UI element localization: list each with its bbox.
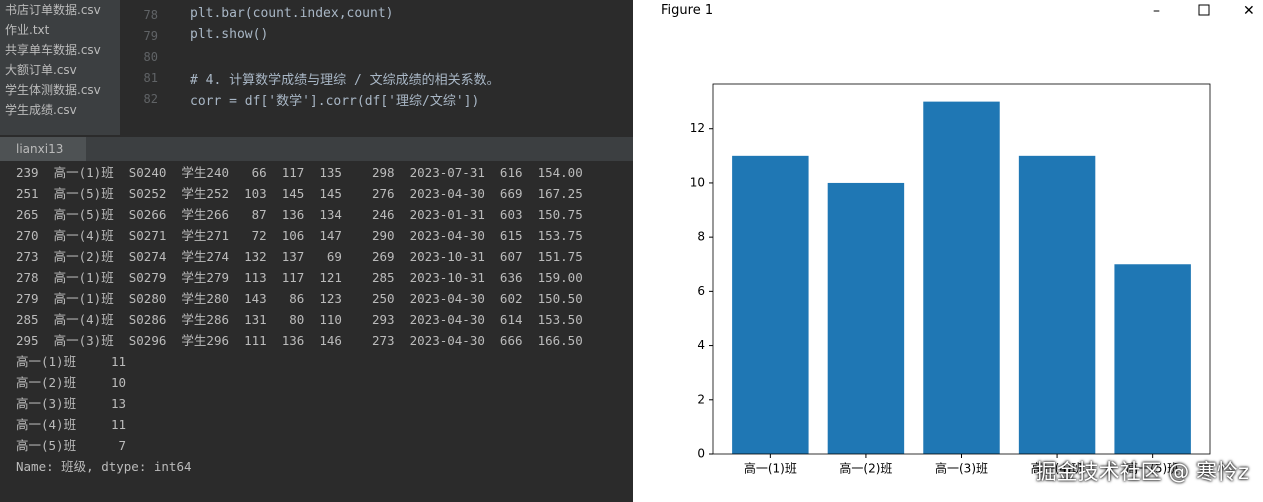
y-tick-label: 2 [697, 392, 705, 406]
series-row: 高一(1)班 11 [0, 351, 633, 372]
x-tick-label: 高一(4)班 [1031, 461, 1084, 476]
file-item[interactable]: 学生体测数据.csv [5, 83, 101, 97]
line-number: 80 [143, 50, 158, 64]
code-editor: 78 plt.bar(count.index,count) 79 plt.show()… [120, 0, 633, 135]
console-row: 239 高一(1)班 S0240 学生240 66 117 135 298 20… [16, 165, 583, 180]
line-number: 82 [143, 92, 158, 106]
x-tick-label: 高一(3)班 [935, 461, 988, 476]
bar [923, 101, 1000, 454]
console-footer: Name: 班级, dtype: int64 [16, 459, 192, 474]
watermark: 掘金技术社区 @ 寒怜z [1035, 460, 1249, 484]
y-tick-label: 6 [697, 284, 705, 298]
console-row: 295 高一(3)班 S0296 学生296 111 136 146 273 2… [16, 333, 583, 348]
series-row: 高一(5)班 7 [0, 435, 633, 456]
code-line: plt.bar(count.index,count) [190, 6, 394, 21]
file-item[interactable]: 书店订单数据.csv [5, 3, 101, 17]
file-item[interactable]: 大额订单.csv [5, 63, 77, 77]
line-number: 81 [143, 71, 158, 85]
series-row: 高一(3)班 13 [0, 393, 633, 414]
file-item[interactable]: 作业.txt [5, 23, 50, 37]
series-label: 高一(3)班 [16, 396, 77, 411]
project-tree: 书店订单数据.csv 作业.txt 共享单车数据.csv 大额订单.csv 学生体测数据… [0, 0, 120, 135]
console-row: 279 高一(1)班 S0280 学生280 143 86 123 250 20… [16, 291, 583, 306]
series-label: 高一(1)班 [16, 354, 77, 369]
run-tab[interactable]: lianxi13 [0, 137, 86, 161]
close-button[interactable]: ✕ [1243, 3, 1255, 19]
y-tick-label: 8 [697, 230, 705, 244]
x-tick-label: 高一(2)班 [839, 461, 892, 476]
console-row: 273 高一(2)班 S0274 学生274 132 137 69 269 20… [16, 249, 583, 264]
console-row: 251 高一(5)班 S0252 学生252 103 145 145 276 2… [16, 186, 583, 201]
run-tabbar [0, 137, 633, 161]
console-row: 285 高一(4)班 S0286 学生286 131 80 110 293 20… [16, 312, 583, 327]
y-tick-label: 12 [690, 121, 705, 135]
series-value: 11 [111, 417, 127, 432]
code-line: plt.show() [190, 27, 269, 42]
y-tick-label: 0 [697, 447, 705, 461]
minimize-button[interactable]: – [1153, 3, 1160, 19]
series-value: 10 [111, 375, 127, 390]
series-label: 高一(5)班 [16, 438, 77, 453]
file-item[interactable]: 学生成绩.csv [5, 103, 77, 117]
line-number: 78 [143, 8, 158, 22]
code-line: # 4. 计算数学成绩与理综 / 文综成绩的相关系数。 [190, 73, 500, 88]
chart: – ✕ 高一(1)班 高一(2)班 高一(3)班 高一(4)班 高一(5)班 0 2 4 6 8 1… [690, 3, 1255, 476]
series-label: 高一(2)班 [16, 375, 77, 390]
console-row: 265 高一(5)班 S0266 学生266 87 136 134 246 20… [16, 207, 583, 222]
console-row: 278 高一(1)班 S0279 学生279 113 117 121 285 2… [16, 270, 583, 285]
series-row: 高一(2)班 10 [0, 372, 633, 393]
maximize-button[interactable] [1198, 4, 1210, 16]
bar [827, 182, 905, 454]
code-line: corr = df['数学'].corr(df['理综/文综']) [190, 94, 480, 109]
series-label: 高一(4)班 [16, 417, 77, 432]
y-tick-label: 10 [690, 175, 705, 189]
series-value: 7 [118, 438, 127, 453]
bar [732, 155, 809, 455]
x-tick-label: 高一(5)班 [1126, 461, 1179, 476]
series-row: 高一(4)班 11 [0, 414, 633, 435]
bar [1018, 155, 1096, 455]
series-value: 11 [111, 354, 127, 369]
ide: 书店订单数据.csv 作业.txt 共享单车数据.csv 大额订单.csv 学生体测数据… [0, 0, 633, 502]
window-title: Figure 1 [661, 3, 714, 18]
console: 239 高一(1)班 S0240 学生240 66 117 135 298 20… [0, 162, 633, 502]
x-tick-label: 高一(1)班 [744, 461, 797, 476]
y-tick-label: 4 [697, 338, 705, 352]
line-number: 79 [143, 29, 158, 43]
figure-window: Figure 1 – ✕ 高一(1)班 高一(2)班 高一(3)班 高一(4)班 高一(… [633, 0, 1263, 502]
file-item[interactable]: 共享单车数据.csv [5, 43, 101, 57]
console-row: 270 高一(4)班 S0271 学生271 72 106 147 290 20… [16, 228, 583, 243]
series-value: 13 [111, 396, 127, 411]
axes-frame [712, 83, 1211, 455]
bar [1114, 264, 1191, 454]
